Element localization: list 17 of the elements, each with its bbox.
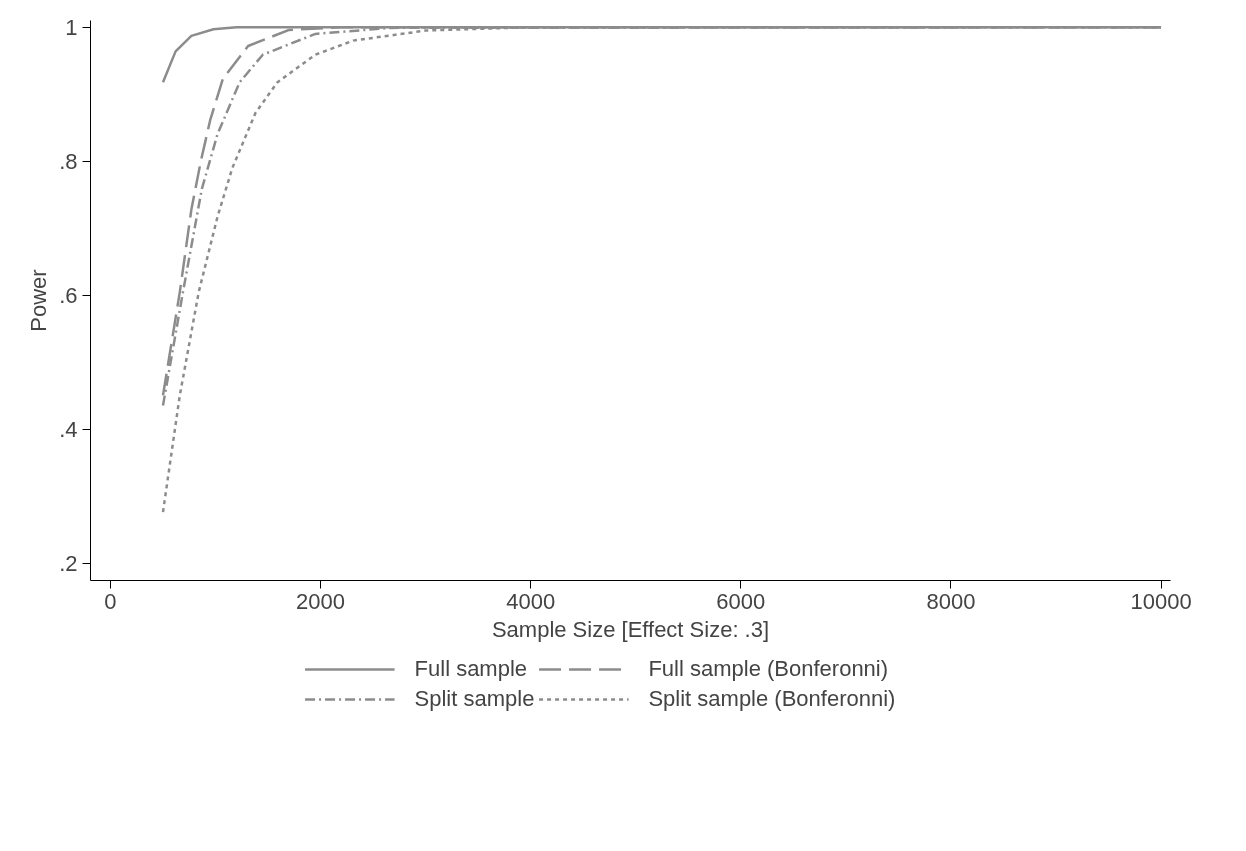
y-tick-label: .8 <box>59 148 78 174</box>
legend-label: Full sample (Bonferonni) <box>648 656 889 682</box>
x-tick-label: 10000 <box>1130 588 1192 614</box>
y-axis-title: Power <box>26 269 52 332</box>
x-tick-label: 8000 <box>926 588 976 614</box>
legend-label: Full sample <box>414 656 528 682</box>
y-tick-label: .2 <box>59 551 78 577</box>
legend-label: Split sample <box>414 686 535 712</box>
legend-label: Split sample (Bonferonni) <box>648 686 896 712</box>
x-tick-label: 2000 <box>296 588 346 614</box>
x-tick-label: 0 <box>104 588 117 614</box>
y-tick-label: .4 <box>59 417 78 443</box>
y-tick-label: .6 <box>59 282 78 308</box>
y-tick-label: 1 <box>65 14 78 40</box>
x-tick-label: 4000 <box>506 588 556 614</box>
x-axis-title: Sample Size [Effect Size: .3] <box>491 616 770 642</box>
x-tick-label: 6000 <box>716 588 766 614</box>
